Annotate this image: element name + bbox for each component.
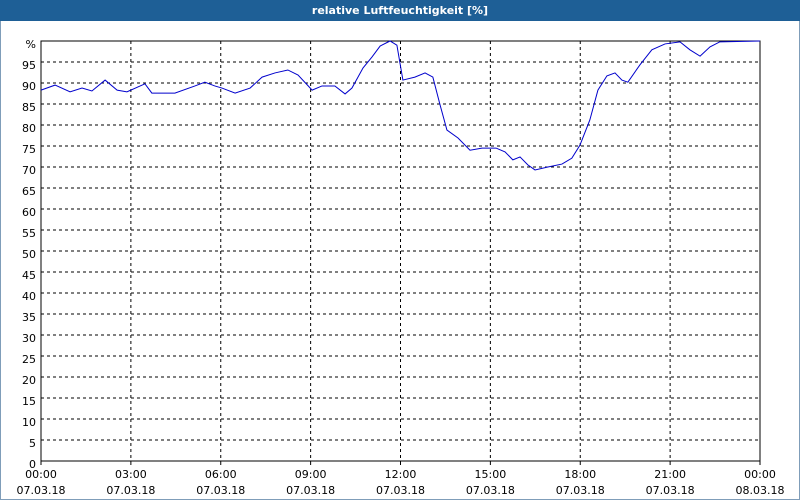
plot-border [40, 40, 761, 462]
x-tick-date: 07.03.18 [286, 484, 335, 497]
chart-title: relative Luftfeuchtigkeit [%] [312, 4, 488, 17]
x-tick-date: 07.03.18 [556, 484, 605, 497]
x-tick-label: 18:00 [564, 468, 596, 481]
x-tick-date: 08.03.18 [736, 484, 785, 497]
x-tick-date: 07.03.18 [646, 484, 695, 497]
y-tick-label: 55 [22, 227, 36, 240]
line [40, 40, 761, 171]
y-tick-label: 85 [22, 101, 36, 114]
x-tick-label: 03:00 [115, 468, 147, 481]
y-tick-label: 95 [22, 59, 36, 72]
y-tick-label: % [26, 38, 36, 51]
y-tick-label: 65 [22, 185, 36, 198]
x-tick-label: 21:00 [654, 468, 686, 481]
x-tick-date: 07.03.18 [376, 484, 425, 497]
x-tick-date: 07.03.18 [466, 484, 515, 497]
y-tick-label: 15 [22, 395, 36, 408]
y-tick-label: 80 [22, 122, 36, 135]
y-tick-label: 50 [22, 248, 36, 261]
x-tick-date: 07.03.18 [106, 484, 155, 497]
y-tick-label: 25 [22, 353, 36, 366]
y-tick-label: 75 [22, 143, 36, 156]
y-tick-label: 35 [22, 311, 36, 324]
x-tick-label: 09:00 [295, 468, 327, 481]
x-tick-label: 15:00 [475, 468, 507, 481]
x-tick-date: 07.03.18 [17, 484, 66, 497]
y-tick-label: 0 [29, 458, 36, 471]
y-tick-label: 45 [22, 269, 36, 282]
y-tick-label: 5 [29, 437, 36, 450]
title-bar [0, 0, 800, 21]
x-tick-label: 12:00 [385, 468, 417, 481]
y-tick-label: 30 [22, 332, 36, 345]
y-tick-label: 60 [22, 206, 36, 219]
x-tick-date: 07.03.18 [196, 484, 245, 497]
x-tick-label: 00:00 [744, 468, 776, 481]
y-tick-label: 90 [22, 80, 36, 93]
y-tick-label: 70 [22, 164, 36, 177]
x-tick-label: 00:00 [25, 468, 57, 481]
y-tick-label: 40 [22, 290, 36, 303]
y-tick-label: 20 [22, 374, 36, 387]
x-tick-label: 06:00 [205, 468, 237, 481]
y-tick-label: 10 [22, 416, 36, 429]
